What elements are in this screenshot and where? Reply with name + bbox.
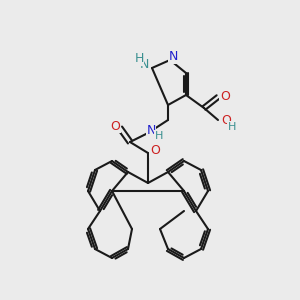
Text: O: O [110, 119, 120, 133]
Text: O: O [150, 145, 160, 158]
Text: N: N [168, 50, 178, 64]
Text: H: H [134, 52, 144, 65]
Text: N: N [139, 58, 149, 71]
Text: H: H [228, 122, 236, 132]
Text: O: O [221, 113, 231, 127]
Text: O: O [220, 91, 230, 103]
Text: N: N [146, 124, 156, 137]
Text: H: H [155, 131, 163, 141]
